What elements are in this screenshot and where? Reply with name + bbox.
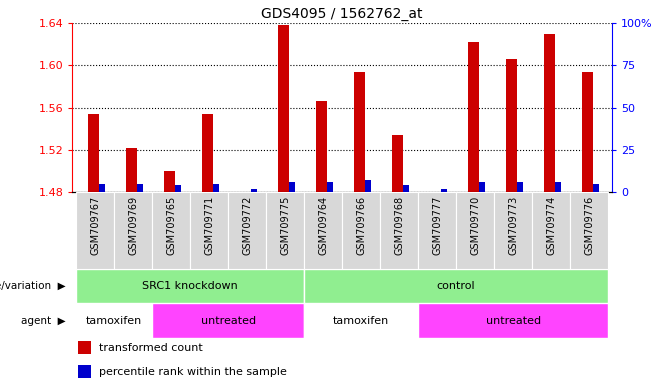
Text: tamoxifen: tamoxifen — [333, 316, 390, 326]
Bar — [251, 189, 257, 192]
Bar — [582, 72, 593, 192]
Bar — [78, 341, 91, 354]
Bar — [494, 192, 532, 269]
Bar — [190, 192, 228, 269]
Bar — [164, 171, 175, 192]
Bar — [468, 42, 479, 192]
Text: GSM709769: GSM709769 — [128, 196, 138, 255]
Bar — [152, 192, 190, 269]
Bar — [304, 192, 342, 269]
Text: tamoxifen: tamoxifen — [86, 316, 142, 326]
Text: GSM709765: GSM709765 — [166, 196, 176, 255]
Text: transformed count: transformed count — [99, 343, 203, 353]
Bar — [201, 114, 213, 192]
Text: GSM709774: GSM709774 — [546, 196, 556, 255]
Bar — [418, 192, 456, 269]
Bar — [403, 185, 409, 192]
Bar — [175, 185, 181, 192]
Text: GSM709768: GSM709768 — [394, 196, 404, 255]
Bar — [456, 192, 494, 269]
Text: GSM709771: GSM709771 — [204, 196, 214, 255]
Bar — [76, 269, 304, 303]
Text: genotype/variation  ▶: genotype/variation ▶ — [0, 281, 66, 291]
Bar — [213, 184, 218, 192]
Text: GSM709770: GSM709770 — [470, 196, 480, 255]
Bar — [304, 303, 418, 338]
Bar — [76, 303, 152, 338]
Bar — [442, 189, 447, 192]
Bar — [290, 182, 295, 192]
Text: GSM709777: GSM709777 — [432, 196, 442, 255]
Bar — [304, 269, 608, 303]
Bar — [365, 180, 370, 192]
Bar — [316, 101, 327, 192]
Bar — [418, 303, 608, 338]
Bar — [392, 135, 403, 192]
Bar — [342, 192, 380, 269]
Bar — [152, 303, 304, 338]
Bar — [327, 182, 333, 192]
Bar — [266, 192, 304, 269]
Text: control: control — [437, 281, 476, 291]
Bar — [138, 184, 143, 192]
Bar — [570, 192, 608, 269]
Bar — [544, 34, 555, 192]
Text: GSM709767: GSM709767 — [90, 196, 100, 255]
Title: GDS4095 / 1562762_at: GDS4095 / 1562762_at — [261, 7, 423, 21]
Bar — [380, 192, 418, 269]
Text: untreated: untreated — [201, 316, 256, 326]
Bar — [479, 182, 485, 192]
Bar — [594, 184, 599, 192]
Bar — [505, 59, 517, 192]
Bar — [353, 72, 365, 192]
Bar — [228, 192, 266, 269]
Text: GSM709775: GSM709775 — [280, 196, 290, 255]
Bar — [76, 192, 114, 269]
Bar — [78, 365, 91, 378]
Text: percentile rank within the sample: percentile rank within the sample — [99, 367, 288, 377]
Text: SRC1 knockdown: SRC1 knockdown — [142, 281, 238, 291]
Text: GSM709766: GSM709766 — [356, 196, 366, 255]
Bar — [114, 192, 152, 269]
Text: untreated: untreated — [486, 316, 541, 326]
Text: GSM709764: GSM709764 — [318, 196, 328, 255]
Bar — [532, 192, 570, 269]
Bar — [278, 25, 289, 192]
Text: GSM709773: GSM709773 — [508, 196, 518, 255]
Bar — [555, 182, 561, 192]
Text: agent  ▶: agent ▶ — [21, 316, 66, 326]
Bar — [99, 184, 105, 192]
Text: GSM709772: GSM709772 — [242, 196, 252, 255]
Bar — [517, 182, 522, 192]
Text: GSM709776: GSM709776 — [584, 196, 594, 255]
Bar — [88, 114, 99, 192]
Bar — [126, 148, 137, 192]
